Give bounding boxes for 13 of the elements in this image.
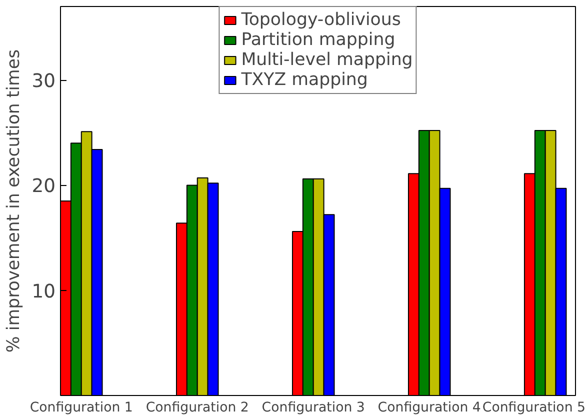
- legend-label: Multi-level mapping: [241, 50, 413, 70]
- legend-label: TXYZ mapping: [241, 70, 368, 90]
- x-tick-label: Configuration 5: [482, 400, 585, 416]
- y-tick-label: 20: [32, 176, 56, 198]
- legend-label: Partition mapping: [241, 30, 396, 50]
- x-tick-label: Configuration 2: [146, 400, 249, 416]
- x-tick-label: Configuration 4: [378, 400, 481, 416]
- x-tick-label: Configuration 3: [262, 400, 365, 416]
- y-axis-title: % improvement in execution times: [4, 49, 24, 353]
- legend-label: Topology-oblivious: [241, 10, 401, 30]
- x-tick-label: Configuration 1: [30, 400, 133, 416]
- y-tick-label: 10: [32, 281, 56, 302]
- y-tick-label: 30: [32, 71, 56, 92]
